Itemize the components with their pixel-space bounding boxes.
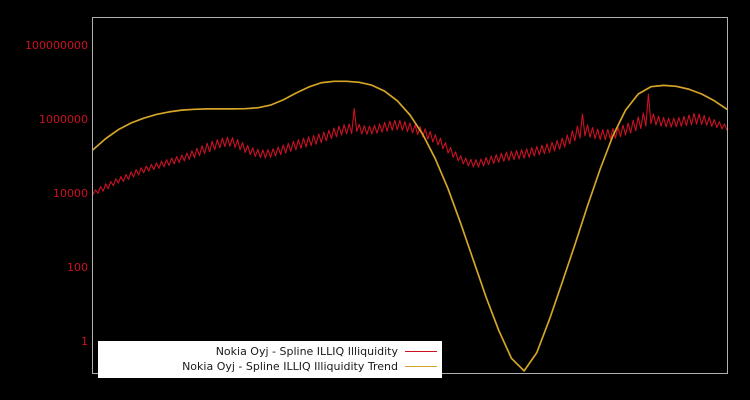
y-axis-tick-label: 1000000 — [39, 112, 88, 126]
legend-swatch-series-icon — [405, 351, 437, 352]
series-line-illiquidity — [93, 94, 727, 194]
series-line-trend — [93, 81, 727, 371]
y-axis-tick-label: 10000 — [53, 187, 88, 201]
legend-label-trend: Nokia Oyj - Spline ILLIQ Illiquidity Tre… — [182, 360, 398, 373]
y-axis-tick-label: 100000000 — [25, 38, 88, 52]
plot-svg — [93, 18, 727, 373]
legend-label-series: Nokia Oyj - Spline ILLIQ Illiquidity — [215, 345, 398, 358]
y-axis-tick-label: 1 — [81, 335, 88, 349]
legend-item-series[interactable]: Nokia Oyj - Spline ILLIQ Illiquidity — [103, 344, 437, 359]
plot-area — [92, 17, 728, 374]
legend-swatch-trend-icon — [405, 366, 437, 367]
legend-item-trend[interactable]: Nokia Oyj - Spline ILLIQ Illiquidity Tre… — [103, 359, 437, 374]
chart-legend[interactable]: Nokia Oyj - Spline ILLIQ Illiquidity Nok… — [98, 341, 442, 378]
y-axis-tick-label: 100 — [67, 261, 88, 275]
